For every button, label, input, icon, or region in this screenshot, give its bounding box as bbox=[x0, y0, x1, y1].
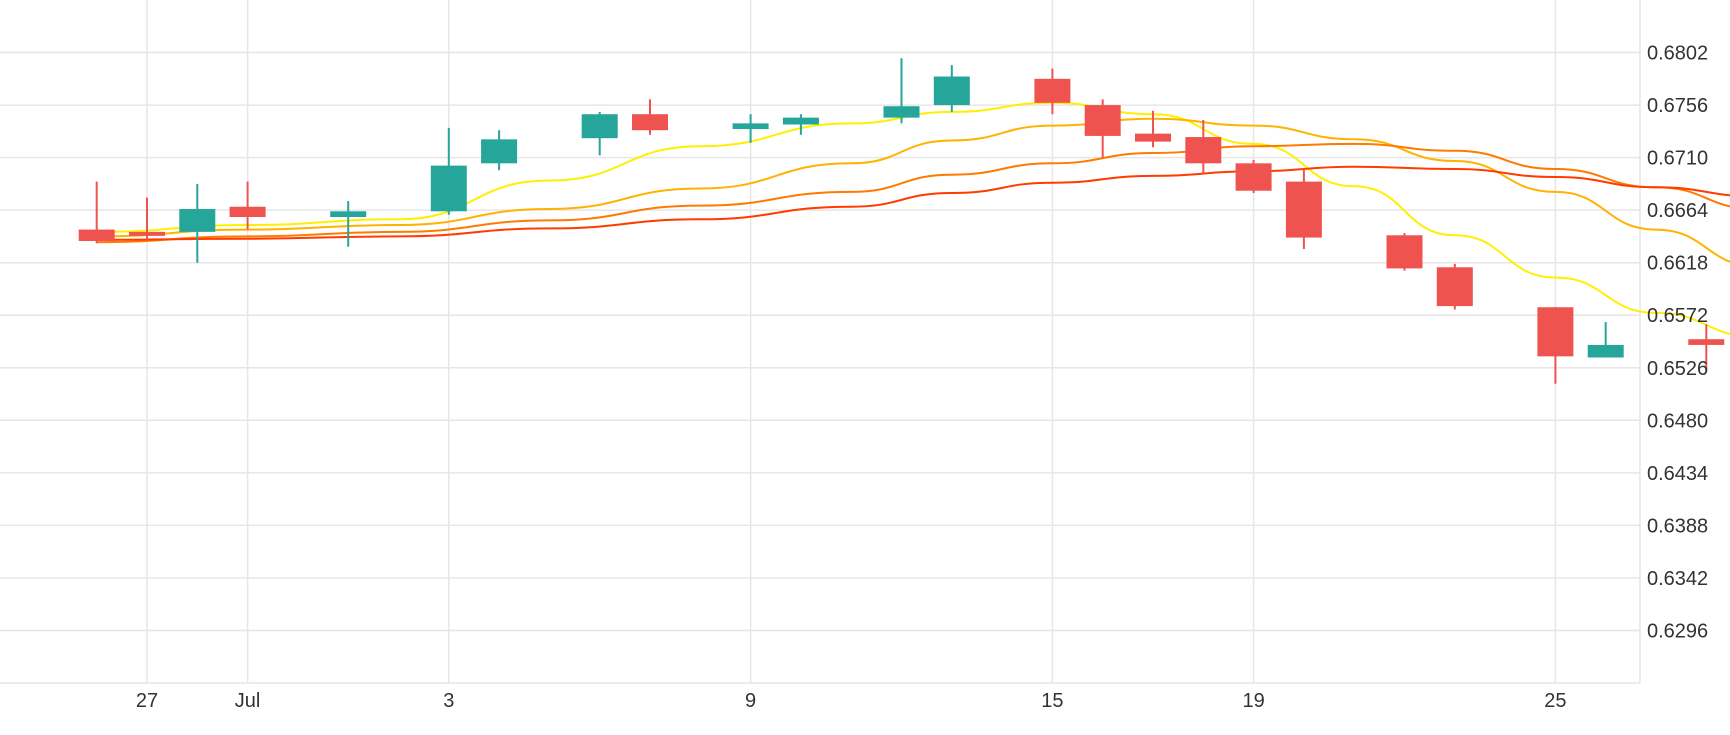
candle-down bbox=[1436, 263, 1473, 310]
candle-body bbox=[1185, 137, 1222, 164]
candle-up bbox=[330, 201, 367, 247]
candle-body bbox=[481, 139, 518, 164]
candle-down bbox=[1386, 232, 1423, 271]
candle-down bbox=[1285, 169, 1322, 249]
y-axis: 0.6802 0.6756 0.6710 0.6664 0.6618 0.6572 0.65… bbox=[1647, 43, 1708, 643]
candle-up bbox=[1587, 322, 1624, 358]
candle-up bbox=[782, 114, 819, 135]
x-tick-label: 27 bbox=[136, 690, 158, 712]
candle-body bbox=[883, 106, 920, 118]
candle-body bbox=[179, 209, 216, 232]
x-tick-label: 25 bbox=[1544, 690, 1566, 712]
y-tick-label: 0.6710 bbox=[1647, 148, 1708, 170]
candle-down bbox=[1034, 68, 1071, 115]
candle-up bbox=[481, 130, 518, 171]
candle-body bbox=[581, 114, 618, 139]
candle-body bbox=[1034, 78, 1071, 103]
candle-body bbox=[1135, 133, 1171, 142]
candle-body bbox=[78, 229, 115, 241]
moving-average-line bbox=[96, 117, 1730, 263]
candle-down bbox=[129, 197, 165, 240]
y-tick-label: 0.6342 bbox=[1647, 568, 1708, 590]
y-tick-label: 0.6756 bbox=[1647, 95, 1708, 117]
y-tick-label: 0.6802 bbox=[1647, 43, 1708, 65]
candle-body bbox=[1537, 307, 1574, 357]
x-tick-label: 15 bbox=[1041, 690, 1063, 712]
moving-average-line bbox=[96, 101, 1730, 335]
candle-down bbox=[1235, 159, 1272, 194]
y-tick-label: 0.6296 bbox=[1647, 620, 1708, 642]
candle-body bbox=[430, 165, 467, 212]
candle-down bbox=[1135, 110, 1171, 148]
y-tick-label: 0.6480 bbox=[1647, 410, 1708, 432]
candle-down bbox=[1084, 99, 1121, 158]
candle-up bbox=[581, 111, 618, 156]
candle-down bbox=[78, 181, 115, 244]
candle-down bbox=[229, 181, 266, 230]
y-tick-label: 0.6526 bbox=[1647, 358, 1708, 380]
candle-up bbox=[732, 114, 769, 143]
y-tick-label: 0.6664 bbox=[1647, 200, 1708, 222]
x-tick-label: Jul bbox=[235, 690, 261, 712]
candle-body bbox=[129, 231, 165, 236]
candle-down bbox=[1537, 307, 1574, 384]
grid-layer bbox=[0, 0, 1641, 684]
candle-up bbox=[179, 183, 216, 263]
candle-up bbox=[933, 65, 970, 112]
candles-layer bbox=[78, 58, 1725, 384]
candle-down bbox=[1185, 119, 1222, 174]
candle-body bbox=[732, 123, 769, 130]
y-tick-label: 0.6434 bbox=[1647, 463, 1708, 485]
x-axis: 27Jul3915192531Aug6 bbox=[136, 690, 1567, 712]
x-tick-label: 9 bbox=[745, 690, 756, 712]
candle-body bbox=[782, 117, 819, 125]
candle-down bbox=[632, 99, 668, 135]
moving-average-line bbox=[96, 165, 1730, 241]
candle-body bbox=[1688, 339, 1725, 345]
candle-body bbox=[632, 114, 668, 131]
y-tick-label: 0.6388 bbox=[1647, 515, 1708, 537]
moving-average-layer bbox=[96, 101, 1730, 335]
candle-body bbox=[1587, 344, 1624, 358]
candle-body bbox=[1084, 105, 1121, 136]
y-tick-label: 0.6618 bbox=[1647, 253, 1708, 275]
candle-body bbox=[1436, 267, 1473, 307]
x-tick-label: 3 bbox=[443, 690, 454, 712]
x-tick-label: 19 bbox=[1242, 690, 1264, 712]
candle-body bbox=[229, 206, 266, 218]
candle-body bbox=[1235, 163, 1272, 191]
candle-down bbox=[1688, 324, 1725, 372]
candle-body bbox=[330, 211, 367, 218]
candle-up bbox=[430, 127, 467, 215]
candle-body bbox=[1285, 181, 1322, 238]
candle-body bbox=[1386, 235, 1423, 269]
candle-up bbox=[883, 58, 920, 124]
candle-body bbox=[933, 76, 970, 106]
y-tick-label: 0.6572 bbox=[1647, 305, 1708, 327]
